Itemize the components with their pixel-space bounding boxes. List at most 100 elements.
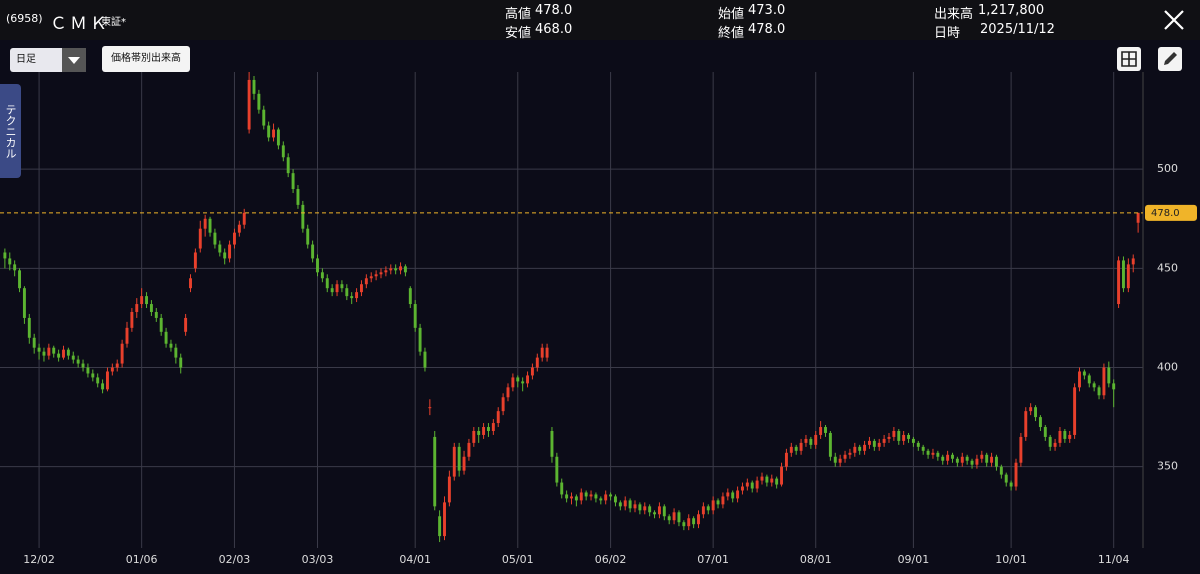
candle-body <box>355 292 359 299</box>
candle-body <box>858 446 862 451</box>
candle-body <box>71 355 75 360</box>
candle-body <box>1029 407 1033 412</box>
candle-body <box>697 514 700 525</box>
stock-code: (6958) <box>6 12 43 25</box>
candle-body <box>27 317 31 338</box>
candle-body <box>1078 371 1081 388</box>
candle-body <box>335 284 339 293</box>
candle-body <box>975 458 979 465</box>
candle-body <box>467 442 471 457</box>
close-button[interactable] <box>1162 8 1186 32</box>
candle-body <box>770 478 774 483</box>
candle-body <box>42 351 46 356</box>
candle-body <box>687 518 691 527</box>
candle-body <box>946 454 950 461</box>
draw-button[interactable] <box>1157 46 1183 72</box>
period-text: 日足 <box>16 54 36 65</box>
candle-body <box>101 383 105 390</box>
candle-body <box>565 494 569 499</box>
candle-body <box>486 427 490 431</box>
y-tick-label: 350 <box>1157 460 1178 473</box>
candle-body <box>115 363 119 368</box>
candle-body <box>57 353 61 358</box>
candle-body <box>809 438 813 445</box>
candle-body <box>789 446 793 453</box>
x-tick-label: 05/01 <box>502 553 534 566</box>
candle-body <box>784 452 788 467</box>
candle-body <box>662 506 666 517</box>
candle-body <box>189 278 192 289</box>
layout-button[interactable] <box>1116 46 1142 72</box>
last-price-label: 478.0 <box>1151 208 1180 219</box>
candle-body <box>560 482 564 495</box>
volume-label: 出来高 <box>934 7 974 22</box>
x-tick-label: 03/03 <box>302 553 334 566</box>
candle-body <box>1058 430 1062 443</box>
candle-body <box>86 367 90 374</box>
candle-body <box>550 430 554 457</box>
volume-value: 1,217,800 <box>978 3 1045 18</box>
x-tick-label: 01/06 <box>126 553 158 566</box>
candle-body <box>985 454 989 463</box>
candle-body <box>399 266 403 271</box>
candle-body <box>970 460 974 465</box>
candle-body <box>369 276 373 279</box>
candle-body <box>154 311 158 318</box>
candle-body <box>184 317 188 332</box>
date-label: 日時 <box>934 26 961 41</box>
candle-body <box>384 270 388 273</box>
candle-body <box>731 492 735 499</box>
candle-body <box>897 430 901 441</box>
close-label: 終値 <box>718 26 745 41</box>
candle-body <box>1009 482 1013 487</box>
candle-body <box>535 357 539 368</box>
x-tick-label: 11/04 <box>1098 553 1130 566</box>
candle-body <box>135 304 139 312</box>
candle-body <box>291 173 295 190</box>
candle-body <box>740 486 744 491</box>
candle-body <box>1073 387 1077 435</box>
candle-body <box>892 430 896 437</box>
volume-profile-button[interactable]: 価格帯別出来高 <box>102 46 190 72</box>
candle-body <box>765 476 769 483</box>
candle-body <box>584 492 588 497</box>
candle-body <box>213 232 217 245</box>
candle-body <box>907 434 911 439</box>
high-label: 高値 <box>505 7 532 22</box>
candle-body <box>408 288 412 305</box>
candle-body <box>1136 212 1140 223</box>
candle-body <box>570 496 573 499</box>
candle-body <box>1053 442 1057 447</box>
high-value: 478.0 <box>535 3 573 18</box>
candle-body <box>37 347 41 352</box>
candle-body <box>174 347 178 358</box>
candle-body <box>159 317 163 332</box>
candle-body <box>672 512 676 521</box>
candle-body <box>706 506 710 511</box>
candle-body <box>872 440 876 447</box>
candle-body <box>438 516 442 537</box>
candle-body <box>540 347 544 358</box>
close-value: 478.0 <box>748 22 786 37</box>
candle-body <box>848 452 852 455</box>
candle-body <box>423 351 427 368</box>
candle-body <box>105 371 109 390</box>
candle-body <box>496 411 500 424</box>
candle-body <box>555 456 559 483</box>
candle-body <box>257 93 261 110</box>
candle-body <box>203 218 207 229</box>
period-select[interactable]: 日足 <box>10 48 86 72</box>
candle-body <box>125 327 129 344</box>
low-label: 安値 <box>505 26 532 41</box>
x-tick-label: 12/02 <box>23 553 55 566</box>
candle-body <box>1131 258 1135 265</box>
candle-body <box>990 456 994 463</box>
candle-body <box>32 337 36 348</box>
candle-body <box>22 288 26 318</box>
technical-tab[interactable]: テクニカル <box>0 84 21 178</box>
last-price-box <box>1145 204 1197 221</box>
candle-body <box>208 218 212 233</box>
candle-body <box>18 270 22 289</box>
